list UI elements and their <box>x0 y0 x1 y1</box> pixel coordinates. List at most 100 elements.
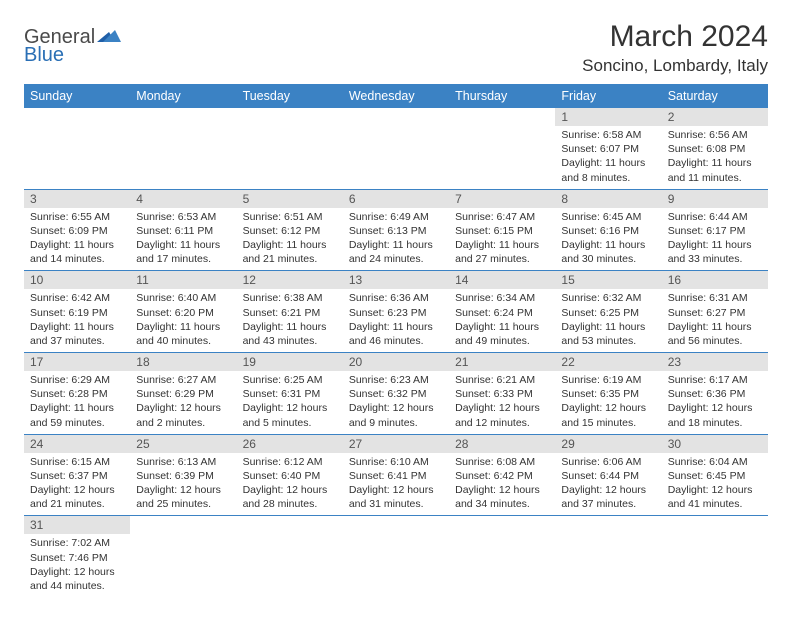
day-details: Sunrise: 7:02 AMSunset: 7:46 PMDaylight:… <box>24 534 130 597</box>
calendar-row: 24Sunrise: 6:15 AMSunset: 6:37 PMDayligh… <box>24 434 768 516</box>
day-details: Sunrise: 6:25 AMSunset: 6:31 PMDaylight:… <box>237 371 343 434</box>
calendar-cell: .. <box>449 108 555 189</box>
day-number: 19 <box>237 353 343 371</box>
day-number: 8 <box>555 190 661 208</box>
calendar-cell: .. <box>237 516 343 597</box>
calendar-cell: 10Sunrise: 6:42 AMSunset: 6:19 PMDayligh… <box>24 271 130 353</box>
calendar-cell: 25Sunrise: 6:13 AMSunset: 6:39 PMDayligh… <box>130 434 236 516</box>
calendar-cell: 16Sunrise: 6:31 AMSunset: 6:27 PMDayligh… <box>662 271 768 353</box>
calendar-cell: .. <box>237 108 343 189</box>
calendar-cell: 5Sunrise: 6:51 AMSunset: 6:12 PMDaylight… <box>237 189 343 271</box>
calendar-cell: 26Sunrise: 6:12 AMSunset: 6:40 PMDayligh… <box>237 434 343 516</box>
day-details: Sunrise: 6:13 AMSunset: 6:39 PMDaylight:… <box>130 453 236 516</box>
calendar-cell: 17Sunrise: 6:29 AMSunset: 6:28 PMDayligh… <box>24 353 130 435</box>
day-details: Sunrise: 6:17 AMSunset: 6:36 PMDaylight:… <box>662 371 768 434</box>
calendar-cell: 29Sunrise: 6:06 AMSunset: 6:44 PMDayligh… <box>555 434 661 516</box>
calendar-cell: 3Sunrise: 6:55 AMSunset: 6:09 PMDaylight… <box>24 189 130 271</box>
weekday-header: Monday <box>130 84 236 108</box>
day-details: Sunrise: 6:19 AMSunset: 6:35 PMDaylight:… <box>555 371 661 434</box>
calendar-cell: 20Sunrise: 6:23 AMSunset: 6:32 PMDayligh… <box>343 353 449 435</box>
day-details: Sunrise: 6:40 AMSunset: 6:20 PMDaylight:… <box>130 289 236 352</box>
day-number: 21 <box>449 353 555 371</box>
day-number: 7 <box>449 190 555 208</box>
day-number: 27 <box>343 435 449 453</box>
calendar-cell: 27Sunrise: 6:10 AMSunset: 6:41 PMDayligh… <box>343 434 449 516</box>
calendar-cell: 15Sunrise: 6:32 AMSunset: 6:25 PMDayligh… <box>555 271 661 353</box>
day-number: 28 <box>449 435 555 453</box>
day-details: Sunrise: 6:34 AMSunset: 6:24 PMDaylight:… <box>449 289 555 352</box>
calendar-cell: 1Sunrise: 6:58 AMSunset: 6:07 PMDaylight… <box>555 108 661 189</box>
calendar-cell: .. <box>343 516 449 597</box>
calendar-row: 10Sunrise: 6:42 AMSunset: 6:19 PMDayligh… <box>24 271 768 353</box>
calendar-cell: 24Sunrise: 6:15 AMSunset: 6:37 PMDayligh… <box>24 434 130 516</box>
weekday-header: Tuesday <box>237 84 343 108</box>
calendar-cell: 7Sunrise: 6:47 AMSunset: 6:15 PMDaylight… <box>449 189 555 271</box>
calendar-cell: 8Sunrise: 6:45 AMSunset: 6:16 PMDaylight… <box>555 189 661 271</box>
calendar-cell: 9Sunrise: 6:44 AMSunset: 6:17 PMDaylight… <box>662 189 768 271</box>
calendar-cell: 12Sunrise: 6:38 AMSunset: 6:21 PMDayligh… <box>237 271 343 353</box>
calendar-head: SundayMondayTuesdayWednesdayThursdayFrid… <box>24 84 768 108</box>
weekday-header: Wednesday <box>343 84 449 108</box>
day-details: Sunrise: 6:58 AMSunset: 6:07 PMDaylight:… <box>555 126 661 189</box>
day-details: Sunrise: 6:38 AMSunset: 6:21 PMDaylight:… <box>237 289 343 352</box>
day-details: Sunrise: 6:12 AMSunset: 6:40 PMDaylight:… <box>237 453 343 516</box>
calendar-cell: 6Sunrise: 6:49 AMSunset: 6:13 PMDaylight… <box>343 189 449 271</box>
calendar-cell: .. <box>130 516 236 597</box>
page-header: General March 2024 Soncino, Lombardy, It… <box>24 20 768 76</box>
calendar-cell: 23Sunrise: 6:17 AMSunset: 6:36 PMDayligh… <box>662 353 768 435</box>
day-number: 18 <box>130 353 236 371</box>
weekday-header: Sunday <box>24 84 130 108</box>
calendar-cell: .. <box>343 108 449 189</box>
weekday-header: Friday <box>555 84 661 108</box>
day-details: Sunrise: 6:55 AMSunset: 6:09 PMDaylight:… <box>24 208 130 271</box>
day-details: Sunrise: 6:31 AMSunset: 6:27 PMDaylight:… <box>662 289 768 352</box>
day-details: Sunrise: 6:45 AMSunset: 6:16 PMDaylight:… <box>555 208 661 271</box>
calendar-cell: .. <box>130 108 236 189</box>
day-details: Sunrise: 6:29 AMSunset: 6:28 PMDaylight:… <box>24 371 130 434</box>
calendar-body: ..........1Sunrise: 6:58 AMSunset: 6:07 … <box>24 108 768 597</box>
day-number: 30 <box>662 435 768 453</box>
logo-blue-wrap: Blue <box>24 44 64 67</box>
day-number: 25 <box>130 435 236 453</box>
day-number: 5 <box>237 190 343 208</box>
day-number: 22 <box>555 353 661 371</box>
day-details: Sunrise: 6:49 AMSunset: 6:13 PMDaylight:… <box>343 208 449 271</box>
weekday-header: Thursday <box>449 84 555 108</box>
day-number: 26 <box>237 435 343 453</box>
calendar-cell: .. <box>24 108 130 189</box>
weekday-header: Saturday <box>662 84 768 108</box>
day-number: 6 <box>343 190 449 208</box>
calendar-cell: 19Sunrise: 6:25 AMSunset: 6:31 PMDayligh… <box>237 353 343 435</box>
day-number: 3 <box>24 190 130 208</box>
calendar-cell: 11Sunrise: 6:40 AMSunset: 6:20 PMDayligh… <box>130 271 236 353</box>
day-number: 10 <box>24 271 130 289</box>
calendar-row: 3Sunrise: 6:55 AMSunset: 6:09 PMDaylight… <box>24 189 768 271</box>
calendar-table: SundayMondayTuesdayWednesdayThursdayFrid… <box>24 84 768 597</box>
day-number: 12 <box>237 271 343 289</box>
day-number: 23 <box>662 353 768 371</box>
day-details: Sunrise: 6:06 AMSunset: 6:44 PMDaylight:… <box>555 453 661 516</box>
day-number: 15 <box>555 271 661 289</box>
day-details: Sunrise: 6:51 AMSunset: 6:12 PMDaylight:… <box>237 208 343 271</box>
calendar-cell: 22Sunrise: 6:19 AMSunset: 6:35 PMDayligh… <box>555 353 661 435</box>
day-number: 24 <box>24 435 130 453</box>
logo-flag-icon <box>97 26 121 49</box>
day-number: 16 <box>662 271 768 289</box>
calendar-cell: 13Sunrise: 6:36 AMSunset: 6:23 PMDayligh… <box>343 271 449 353</box>
title-block: March 2024 Soncino, Lombardy, Italy <box>582 20 768 76</box>
day-details: Sunrise: 6:42 AMSunset: 6:19 PMDaylight:… <box>24 289 130 352</box>
calendar-cell: .. <box>662 516 768 597</box>
calendar-row: 31Sunrise: 7:02 AMSunset: 7:46 PMDayligh… <box>24 516 768 597</box>
day-number: 17 <box>24 353 130 371</box>
day-details: Sunrise: 6:23 AMSunset: 6:32 PMDaylight:… <box>343 371 449 434</box>
day-number: 31 <box>24 516 130 534</box>
day-number: 1 <box>555 108 661 126</box>
calendar-cell: 18Sunrise: 6:27 AMSunset: 6:29 PMDayligh… <box>130 353 236 435</box>
day-details: Sunrise: 6:36 AMSunset: 6:23 PMDaylight:… <box>343 289 449 352</box>
day-number: 4 <box>130 190 236 208</box>
day-number: 29 <box>555 435 661 453</box>
calendar-cell: 28Sunrise: 6:08 AMSunset: 6:42 PMDayligh… <box>449 434 555 516</box>
day-details: Sunrise: 6:08 AMSunset: 6:42 PMDaylight:… <box>449 453 555 516</box>
calendar-page: General March 2024 Soncino, Lombardy, It… <box>0 0 792 617</box>
calendar-cell: .. <box>449 516 555 597</box>
